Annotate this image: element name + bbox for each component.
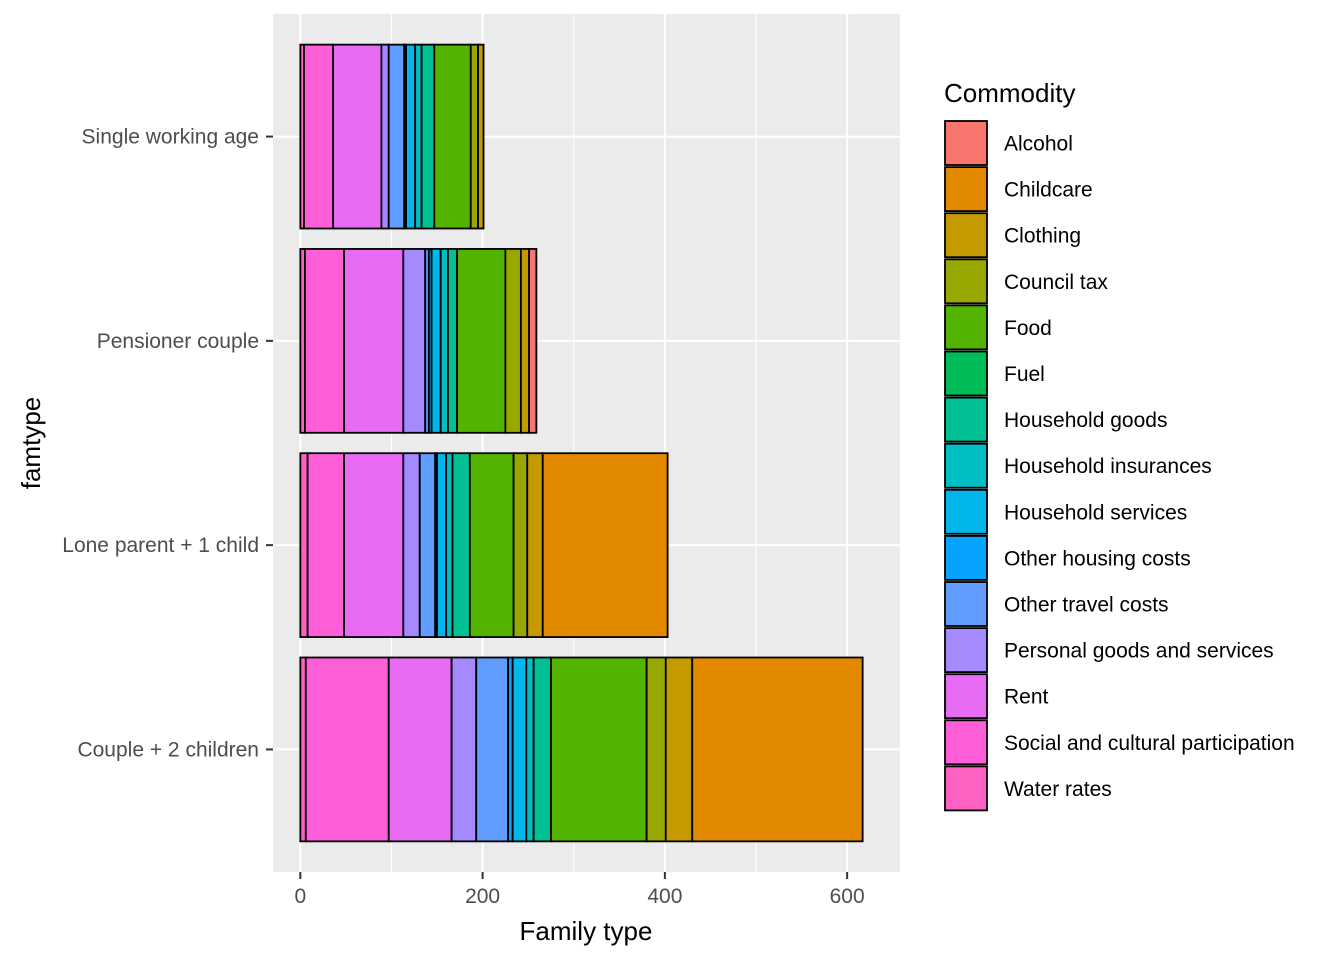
bar-segment <box>477 43 485 230</box>
legend-label: Childcare <box>1004 179 1093 202</box>
bar-segment <box>299 452 309 638</box>
bar-segment <box>418 452 437 638</box>
bar-segment <box>430 248 442 434</box>
bar-segment <box>519 248 530 434</box>
y-tick-label: Pensioner couple <box>97 330 259 353</box>
bar-segment <box>405 43 417 230</box>
legend-key <box>944 488 988 535</box>
bar-segment <box>343 452 405 638</box>
x-axis-title: Family type <box>520 916 653 946</box>
bar-segment <box>343 248 405 434</box>
legend-label: Water rates <box>1004 778 1112 801</box>
bar-segment <box>525 656 535 843</box>
legend-label: Food <box>1004 317 1052 340</box>
bar-segment <box>541 452 669 638</box>
legend-key <box>944 765 988 812</box>
y-axis: Single working age Pensioner couple Lone p… <box>62 126 273 761</box>
bars <box>299 43 864 843</box>
bar-segment <box>451 452 471 638</box>
bar-segment <box>550 656 648 843</box>
bar-segment <box>433 43 472 230</box>
bar-segment <box>380 43 390 230</box>
legend-key <box>944 719 988 766</box>
bar-segment <box>304 656 390 843</box>
legend-label: Other travel costs <box>1004 594 1169 617</box>
bar-segment <box>414 43 423 230</box>
y-tick-label: Lone parent + 1 child <box>62 534 259 557</box>
bar-segment <box>420 43 436 230</box>
bar-segment <box>332 43 383 230</box>
legend-key <box>944 258 988 305</box>
bar-segment <box>303 43 335 230</box>
y-tick-label: Single working age <box>82 126 259 149</box>
y-axis-title: famtype <box>16 397 46 490</box>
legend-key <box>944 581 988 627</box>
x-tick-label: 600 <box>830 885 865 908</box>
bar-segment <box>664 656 694 843</box>
bar-segment <box>511 656 528 843</box>
x-tick-label: 0 <box>294 885 306 908</box>
bar-segment <box>436 452 448 638</box>
bar-segment <box>402 248 427 434</box>
x-tick-label: 400 <box>647 885 682 908</box>
legend-label: Clothing <box>1004 225 1081 248</box>
legend-key <box>944 120 988 166</box>
bar-segment <box>402 452 421 638</box>
bar-segment <box>303 248 345 434</box>
legend-label: Rent <box>1004 686 1049 709</box>
y-tick-label: Couple + 2 children <box>77 738 259 761</box>
legend-label: Household goods <box>1004 409 1167 432</box>
bar-segment <box>387 43 406 230</box>
bar-segment <box>528 248 538 434</box>
bar-segment <box>445 452 454 638</box>
bar-segment <box>532 656 552 843</box>
legend-key <box>944 304 988 351</box>
x-axis: 0 200 400 600 <box>294 872 865 908</box>
legend: Commodity Alcohol Childcare Clothing Counci… <box>944 78 1295 812</box>
bar-segment <box>475 656 510 843</box>
bar-segment <box>306 452 345 638</box>
bar-segment <box>450 656 478 843</box>
bar-segment <box>691 656 864 843</box>
legend-key <box>944 350 988 397</box>
legend-key <box>944 442 988 489</box>
bar-segment <box>504 248 522 434</box>
legend-label: Fuel <box>1004 363 1045 386</box>
bar-segment <box>387 656 453 843</box>
bar-segment <box>526 452 544 638</box>
legend-label: Social and cultural participation <box>1004 732 1295 755</box>
bar-segment <box>456 248 507 434</box>
legend-key <box>944 535 988 581</box>
legend-label: Household services <box>1004 501 1187 524</box>
legend-key <box>944 673 988 720</box>
bar-segment <box>447 248 458 434</box>
legend-label: Council tax <box>1004 271 1108 294</box>
bar-segment <box>468 452 515 638</box>
legend-key <box>944 396 988 443</box>
legend-key <box>944 212 988 259</box>
legend-key <box>944 627 988 673</box>
legend-label: Personal goods and services <box>1004 640 1274 663</box>
legend-label: Alcohol <box>1004 133 1073 156</box>
bar-segment <box>439 248 449 434</box>
bar-segment <box>512 452 529 638</box>
legend-label: Other housing costs <box>1004 547 1191 570</box>
legend-label: Household insurances <box>1004 455 1212 478</box>
bar-segment <box>645 656 667 843</box>
legend-key <box>944 166 988 213</box>
x-tick-label: 200 <box>465 885 500 908</box>
legend-title: Commodity <box>944 78 1075 108</box>
bar-segment <box>469 43 479 230</box>
